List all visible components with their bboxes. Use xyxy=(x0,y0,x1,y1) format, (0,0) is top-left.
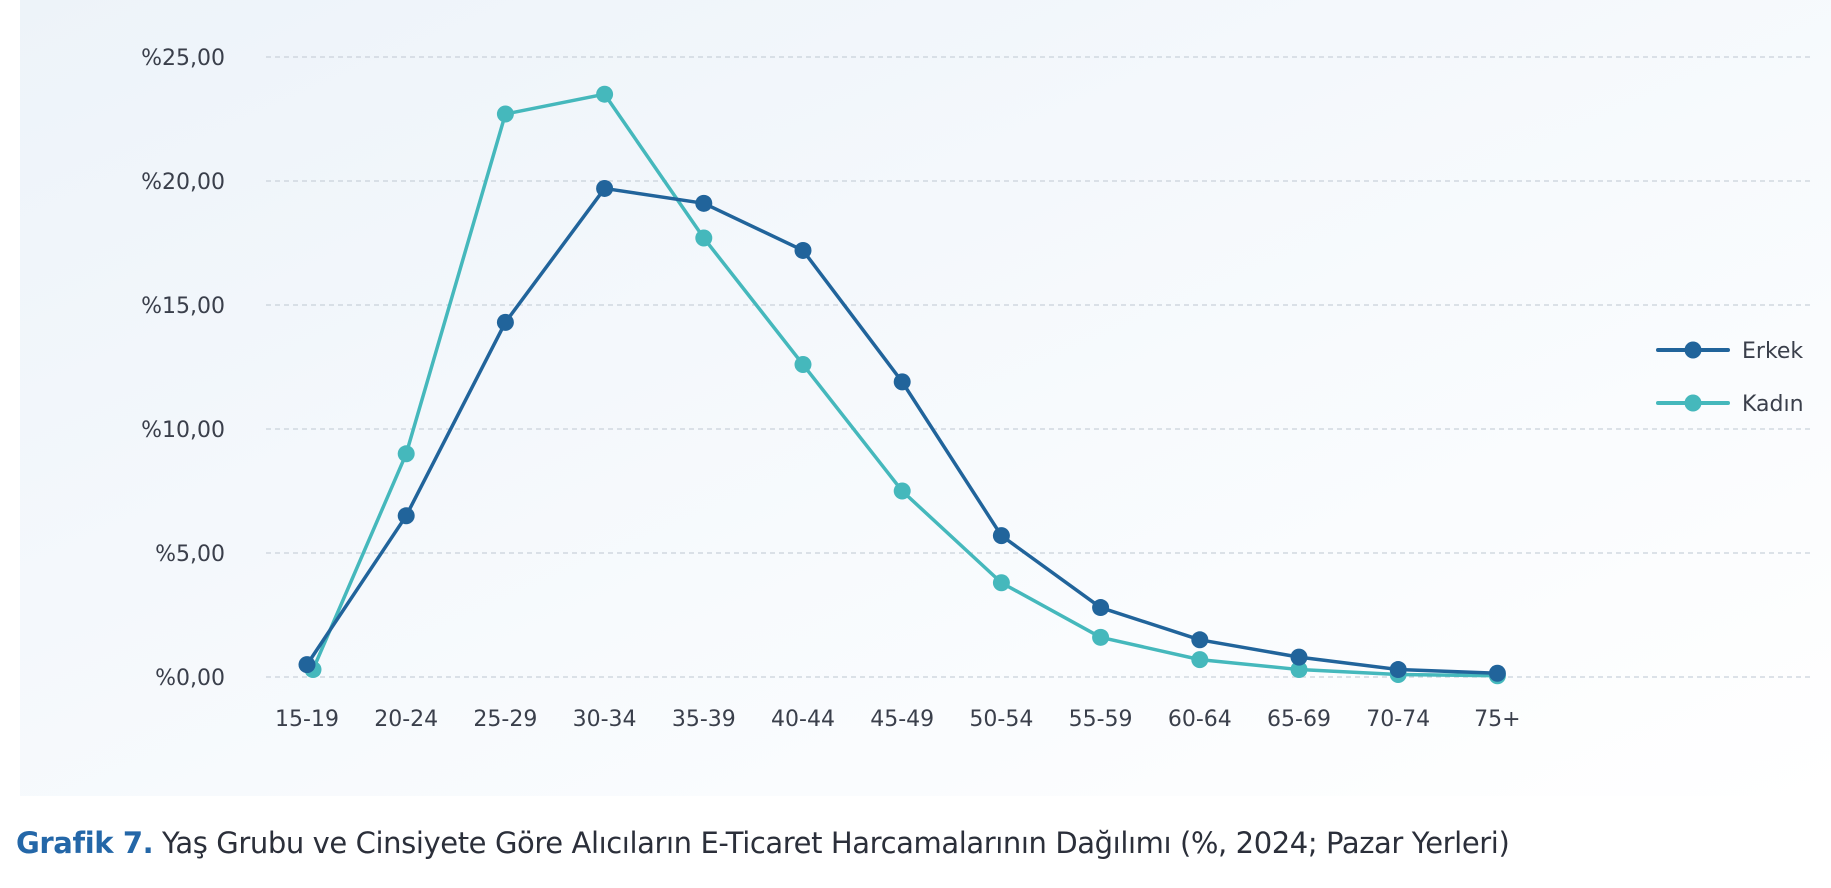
x-tick-label: 45-49 xyxy=(870,707,934,732)
x-tick-label: 25-29 xyxy=(473,707,537,732)
data-point xyxy=(496,313,514,331)
data-point xyxy=(1290,648,1308,666)
data-point xyxy=(1092,599,1110,617)
x-tick-label: 40-44 xyxy=(771,707,835,732)
caption-label: Grafik 7. xyxy=(16,826,154,860)
y-tick-label: %5,00 xyxy=(155,542,225,567)
x-tick-label: 30-34 xyxy=(573,707,637,732)
caption-text: Yaş Grubu ve Cinsiyete Göre Alıcıların E… xyxy=(153,826,1510,860)
y-tick-label: %10,00 xyxy=(141,418,225,443)
legend-swatch-marker xyxy=(1684,341,1702,359)
data-point xyxy=(496,105,514,123)
data-point xyxy=(298,656,316,674)
data-point xyxy=(1092,628,1110,646)
x-tick-label: 65-69 xyxy=(1267,707,1331,732)
legend-swatch-marker xyxy=(1684,394,1702,412)
data-point xyxy=(695,194,713,212)
legend-item: Erkek xyxy=(1656,339,1803,364)
x-tick-label: 75+ xyxy=(1474,707,1520,732)
series-group xyxy=(298,85,1506,685)
y-tick-label: %0,00 xyxy=(155,666,225,691)
y-axis: %0,00 %5,00 %10,00 %15,00 %20,00 %25,00 xyxy=(141,46,225,691)
plot-background xyxy=(20,0,1831,796)
y-tick-label: %15,00 xyxy=(141,294,225,319)
data-point xyxy=(397,507,415,525)
data-point xyxy=(992,574,1010,592)
y-tick-label: %25,00 xyxy=(141,46,225,71)
data-point xyxy=(794,241,812,259)
series-erkek xyxy=(298,179,1506,682)
x-tick-label: 50-54 xyxy=(969,707,1033,732)
data-point xyxy=(397,445,415,463)
x-tick-label: 20-24 xyxy=(374,707,438,732)
data-point xyxy=(1290,661,1308,679)
data-point xyxy=(794,356,812,374)
x-axis: 15-19 20-24 25-29 30-34 35-39 40-44 45-49 50-54… xyxy=(275,707,1521,732)
legend-label: Kadın xyxy=(1742,392,1804,417)
data-point xyxy=(695,229,713,247)
legend-item: Kadın xyxy=(1656,392,1804,417)
legend-label: Erkek xyxy=(1742,339,1803,364)
x-tick-label: 55-59 xyxy=(1069,707,1133,732)
figure-caption: Grafik 7. Yaş Grubu ve Cinsiyete Göre Al… xyxy=(16,826,1510,860)
x-tick-label: 35-39 xyxy=(672,707,736,732)
data-point xyxy=(893,482,911,500)
data-point xyxy=(1191,631,1209,649)
y-tick-label: %20,00 xyxy=(141,170,225,195)
data-point xyxy=(1389,661,1407,679)
data-point xyxy=(893,373,911,391)
x-tick-label: 60-64 xyxy=(1168,707,1232,732)
data-point xyxy=(992,527,1010,545)
legend: Erkek Kadın xyxy=(1656,339,1804,417)
data-point xyxy=(1488,664,1506,682)
data-point xyxy=(596,179,614,197)
data-point xyxy=(1191,651,1209,669)
x-tick-label: 15-19 xyxy=(275,707,339,732)
x-tick-label: 70-74 xyxy=(1366,707,1430,732)
data-point xyxy=(596,85,614,103)
